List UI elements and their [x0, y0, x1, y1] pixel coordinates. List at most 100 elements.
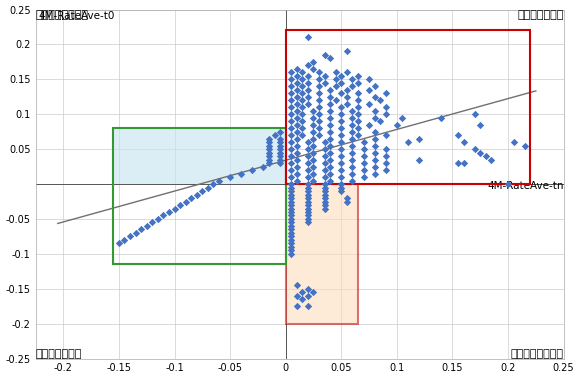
Point — [287, 195, 296, 201]
Point — [303, 34, 313, 41]
Point — [314, 69, 324, 75]
Point — [381, 167, 390, 173]
Point — [303, 181, 313, 187]
Point — [342, 199, 351, 205]
Point — [292, 177, 302, 183]
Point — [203, 185, 212, 191]
Point — [325, 164, 335, 170]
Point — [309, 108, 318, 114]
Point — [348, 122, 357, 128]
Point — [303, 303, 313, 309]
Point — [187, 195, 196, 201]
Point — [292, 303, 302, 309]
Point — [320, 188, 329, 194]
Point — [303, 167, 313, 173]
Point — [303, 216, 313, 222]
Point — [320, 80, 329, 86]
Point — [320, 160, 329, 166]
Point — [226, 174, 235, 180]
Point — [287, 244, 296, 250]
Point — [292, 80, 302, 86]
Point — [298, 76, 307, 82]
Point — [314, 97, 324, 103]
Point — [454, 160, 463, 166]
Text: 4M-RateAve-tn: 4M-RateAve-tn — [487, 181, 564, 191]
Point — [314, 104, 324, 110]
Point — [292, 282, 302, 288]
Point — [264, 150, 274, 156]
Point — [325, 143, 335, 149]
Point — [336, 104, 346, 110]
Point — [470, 111, 479, 117]
Point — [381, 146, 390, 152]
Point — [303, 195, 313, 201]
Point — [364, 122, 374, 128]
Point — [320, 167, 329, 173]
Point — [292, 73, 302, 79]
Point — [342, 94, 351, 100]
Point — [342, 101, 351, 107]
Point — [459, 139, 468, 145]
Point — [476, 150, 485, 156]
Point — [309, 164, 318, 170]
Point — [325, 108, 335, 114]
Point — [309, 129, 318, 135]
Point — [370, 94, 379, 100]
Point — [336, 146, 346, 152]
Point — [264, 157, 274, 163]
Point — [336, 167, 346, 173]
Point — [370, 115, 379, 121]
Point — [376, 97, 385, 103]
Point — [376, 118, 385, 124]
Point — [309, 122, 318, 128]
Text: 収益プラス象限: 収益プラス象限 — [35, 349, 82, 359]
Point — [348, 136, 357, 142]
Point — [303, 153, 313, 159]
Point — [287, 132, 296, 138]
Point — [259, 164, 268, 170]
Point — [325, 157, 335, 163]
Point — [170, 205, 179, 211]
Point — [381, 153, 390, 159]
Text: 4M-RateAve-t0: 4M-RateAve-t0 — [38, 11, 115, 21]
Point — [287, 202, 296, 208]
Point — [359, 139, 368, 145]
Point — [287, 188, 296, 194]
Point — [459, 160, 468, 166]
Point — [309, 143, 318, 149]
Point — [287, 209, 296, 215]
Point — [331, 97, 340, 103]
Point — [336, 181, 346, 187]
Point — [342, 49, 351, 55]
Point — [359, 153, 368, 159]
Point — [287, 237, 296, 243]
Point — [287, 167, 296, 173]
Point — [336, 160, 346, 166]
Point — [298, 83, 307, 89]
Point — [248, 167, 257, 173]
Point — [303, 87, 313, 93]
Point — [325, 177, 335, 183]
Point — [303, 191, 313, 197]
Point — [353, 125, 362, 131]
Point — [320, 199, 329, 205]
Point — [287, 118, 296, 124]
Point — [309, 289, 318, 295]
Point — [309, 177, 318, 183]
Point — [264, 136, 274, 142]
Point — [131, 230, 140, 236]
Point — [303, 219, 313, 226]
Point — [292, 108, 302, 114]
Point — [314, 90, 324, 96]
Point — [287, 230, 296, 236]
Point — [303, 94, 313, 100]
Point — [487, 157, 496, 163]
Point — [136, 226, 146, 232]
Point — [276, 139, 285, 145]
Point — [292, 157, 302, 163]
Text: 収益プラス象限: 収益プラス象限 — [517, 9, 564, 20]
Point — [353, 73, 362, 79]
Point — [364, 76, 374, 82]
Point — [276, 153, 285, 159]
Point — [381, 104, 390, 110]
